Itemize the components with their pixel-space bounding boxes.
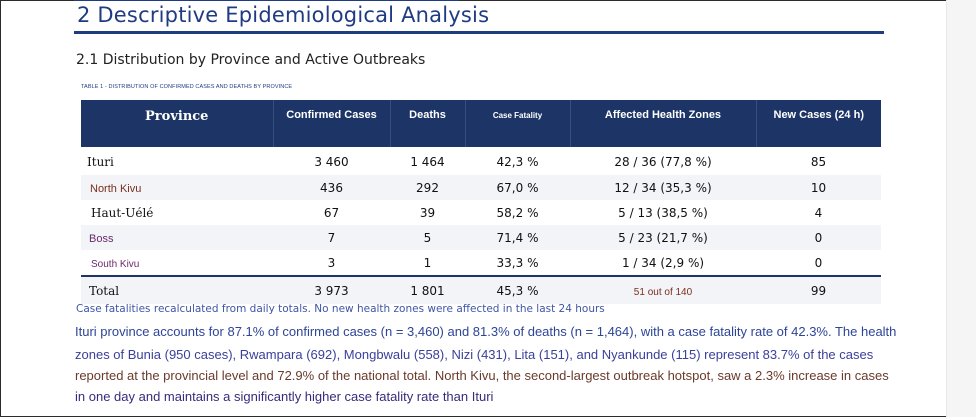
- table-row: Haut-Uélé 67 39 58,2 % 5 / 13 (38,5 %) 4: [81, 200, 881, 225]
- table-row: South Kivu 3 1 33,3 % 1 / 34 (2,9 %) 0: [81, 250, 881, 276]
- cell-cfr: 67,0 %: [465, 175, 570, 200]
- paragraph-line: zones of Bunia (950 cases), Rwampara (69…: [75, 347, 874, 362]
- cell-deaths: 1 801: [390, 275, 465, 304]
- table-caption: TABLE 1 - DISTRIBUTION OF CONFIRMED CASE…: [81, 84, 293, 90]
- cell-confirmed: 7: [273, 225, 390, 250]
- cell-cfr: 71,4 %: [465, 225, 570, 250]
- table-row: Boss 7 5 71,4 % 5 / 23 (21,7 %) 0: [81, 225, 881, 250]
- paragraph-line: Ituri province accounts for 87.1% of con…: [75, 324, 897, 339]
- cell-new: 10: [756, 175, 881, 200]
- cell-new: 0: [756, 225, 881, 250]
- province-table: Province Confirmed Cases Deaths Case Fat…: [81, 100, 881, 304]
- subsection-title: 2.1 Distribution by Province and Active …: [76, 52, 426, 68]
- cell-new: 85: [810, 155, 827, 169]
- header-case-fatality: Case Fatality: [465, 100, 571, 147]
- table-row: North Kivu 436 292 67,0 % 12 / 34 (35,3 …: [81, 175, 881, 200]
- cell-cfr: 45,3 %: [465, 275, 570, 304]
- header-new-cases: New Cases (24 h): [756, 100, 881, 147]
- paragraph-line: reported at the provincial level and 72.…: [75, 368, 889, 383]
- cell-confirmed: 3 460: [314, 155, 349, 169]
- header-deaths: Deaths: [390, 100, 466, 147]
- cell-province: Total: [81, 275, 273, 304]
- cell-province: North Kivu: [81, 175, 273, 200]
- cell-zones: 51 out of 140: [570, 275, 756, 304]
- header-affected-zones: Affected Health Zones: [570, 100, 757, 147]
- cell-cfr: 58,2 %: [496, 205, 539, 220]
- cell-zones: 5 / 13 (38,5 %): [618, 205, 708, 220]
- cell-confirmed: 3: [327, 255, 336, 270]
- title-rule: [74, 31, 884, 34]
- cell-cfr: 42,3 %: [496, 155, 539, 169]
- cell-deaths: 39: [419, 205, 436, 220]
- cell-new: 0: [814, 255, 823, 270]
- header-province: Province: [81, 100, 274, 147]
- paragraph-line: in one day and maintains a significantly…: [75, 389, 494, 404]
- scroll-gutter: [946, 0, 976, 417]
- cell-new: 4: [814, 205, 823, 220]
- cell-deaths: 5: [390, 225, 465, 250]
- cell-new: 99: [756, 275, 881, 304]
- cell-zones: 1 / 34 (2,9 %): [621, 255, 705, 270]
- cell-zones: 12 / 34 (35,3 %): [570, 175, 756, 200]
- cell-confirmed: 67: [323, 205, 340, 220]
- cell-zones: 5 / 23 (21,7 %): [570, 225, 756, 250]
- cell-deaths: 292: [390, 175, 465, 200]
- cell-province: Boss: [81, 225, 273, 250]
- section-title: 2 Descriptive Epidemiological Analysis: [77, 3, 490, 27]
- header-confirmed: Confirmed Cases: [273, 100, 391, 147]
- cell-deaths: 1: [423, 255, 432, 270]
- cell-zones: 28 / 36 (77,8 %): [614, 155, 712, 169]
- cell-province: Haut-Uélé: [91, 205, 154, 220]
- cell-confirmed: 3 973: [273, 275, 390, 304]
- cell-cfr: 33,3 %: [496, 255, 539, 270]
- cell-province: Ituri: [87, 155, 114, 169]
- table-total-row: Total 3 973 1 801 45,3 % 51 out of 140 9…: [81, 275, 881, 304]
- table-note: Case fatalities recalculated from daily …: [76, 303, 605, 315]
- cell-province: South Kivu: [91, 258, 140, 270]
- cell-confirmed: 436: [273, 175, 390, 200]
- table-header-row: Province Confirmed Cases Deaths Case Fat…: [81, 100, 881, 147]
- cell-deaths: 1 464: [410, 155, 445, 169]
- title-top-rule: [74, 0, 459, 1]
- table-row: Ituri 3 460 1 464 42,3 % 28 / 36 (77,8 %…: [81, 147, 881, 175]
